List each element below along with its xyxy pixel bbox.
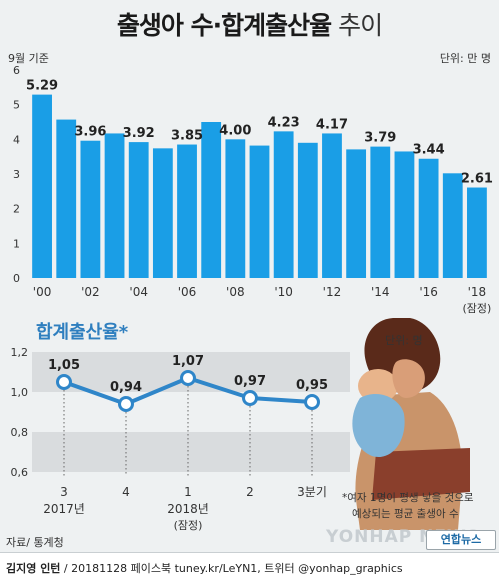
bar-data-label: 4.00 — [219, 123, 251, 138]
bar-y-tick-label: 5 — [13, 99, 20, 112]
footer-info: / 20181128 페이스북 tuney.kr/LeYN1, 트위터 @yon… — [60, 562, 403, 575]
line-y-tick-label: 0,6 — [11, 466, 29, 479]
bar — [467, 187, 487, 278]
data-point — [180, 370, 196, 386]
footer-text: 김지영 인턴 / 20181128 페이스북 tuney.kr/LeYN1, 트… — [6, 560, 403, 576]
footer: 김지영 인턴 / 20181128 페이스북 tuney.kr/LeYN1, 트… — [0, 552, 499, 581]
bar — [346, 149, 367, 278]
bar — [128, 142, 149, 278]
mother-face-shape — [392, 359, 425, 398]
bar-x-tick-sublabel: (잠정) — [463, 302, 492, 315]
bottom-unit-label: 단위: 명 — [385, 334, 423, 347]
bar-y-tick-label: 1 — [13, 237, 20, 250]
bar — [225, 139, 246, 278]
bar — [249, 145, 270, 278]
bar-data-label: 2.61 — [461, 172, 493, 187]
line-y-tick-label: 0,8 — [11, 426, 29, 439]
bar-data-label: 5.29 — [26, 79, 58, 94]
bar — [152, 148, 173, 278]
bar — [442, 173, 463, 278]
footnote-line-1: *여자 1명이 평생 낳을 것으로 — [342, 492, 474, 504]
bar-x-tick-label: '04 — [129, 285, 148, 299]
bar — [177, 144, 197, 278]
bar-x-tick-label: '06 — [178, 285, 197, 299]
fertility-rate-title: 합계출산율* — [36, 322, 129, 343]
bar — [394, 151, 415, 278]
bar-data-label: 3.44 — [413, 143, 445, 158]
data-point — [56, 374, 72, 390]
yonhap-badge: 연합뉴스 — [426, 530, 496, 550]
bar-x-tick-label: '12 — [323, 285, 342, 299]
line-data-label: 1,05 — [48, 358, 80, 373]
bar-x-tick-label: '02 — [81, 285, 100, 299]
bar — [104, 133, 125, 278]
footer-author: 김지영 인턴 — [6, 562, 61, 575]
source-label: 자료/ 통계청 — [6, 536, 64, 549]
bar — [273, 131, 294, 278]
bar-x-tick-label: '00 — [33, 285, 52, 299]
bar-y-tick-label: 2 — [13, 203, 20, 216]
line-y-tick-label: 1,0 — [11, 386, 29, 399]
chart-title: 출생아 수·합계출산율 추이 — [0, 6, 499, 42]
bar — [32, 94, 52, 278]
title-main: 출생아 수·합계출산율 — [116, 11, 332, 40]
baby-head-shape — [358, 369, 398, 403]
bar — [418, 158, 439, 278]
bar-data-label: 3.92 — [123, 126, 155, 141]
baby-clothes-shape — [352, 393, 405, 457]
bar — [201, 122, 222, 278]
bar — [56, 119, 77, 278]
line-x-tick-label: 2 — [246, 485, 254, 499]
bar-x-tick-label: '08 — [226, 285, 245, 299]
line-x-tick-extra: (잠정) — [174, 519, 203, 532]
top-unit-label: 단위: 만 명 — [439, 52, 491, 65]
mother-baby-illustration — [352, 318, 470, 530]
line-data-label: 1,07 — [172, 354, 204, 369]
bar-data-label: 4.17 — [316, 117, 348, 132]
bar — [370, 146, 391, 278]
bar-data-label: 4.23 — [268, 115, 300, 130]
data-point — [242, 390, 258, 406]
line-x-tick-label: 3 — [60, 485, 68, 499]
bar-y-tick-label: 0 — [13, 272, 20, 285]
line-data-label: 0,95 — [296, 378, 328, 393]
bar-x-tick-label: '14 — [371, 285, 390, 299]
bar-x-tick-label: '18 — [468, 285, 487, 299]
reference-note: 9월 기준 — [8, 52, 49, 65]
bar-x-tick-label: '16 — [419, 285, 438, 299]
line-y-tick-label: 1,2 — [11, 346, 29, 359]
line-data-label: 0,97 — [234, 374, 266, 389]
line-x-tick-label: 1 — [184, 485, 192, 499]
line-x-tick-year: 2018년 — [167, 502, 209, 516]
line-x-tick-label: 4 — [122, 485, 130, 499]
bar-x-tick-label: '10 — [274, 285, 293, 299]
data-point — [118, 396, 134, 412]
line-x-tick-year: 2017년 — [43, 502, 85, 516]
footnote-line-2: 예상되는 평균 출생아 수 — [352, 508, 459, 520]
line-data-label: 0,94 — [110, 380, 142, 395]
grid-band — [32, 432, 350, 472]
bar-y-tick-label: 6 — [13, 64, 20, 77]
title-sub: 추이 — [331, 11, 383, 40]
bar — [297, 142, 318, 278]
bar — [80, 140, 101, 278]
bar — [322, 133, 342, 278]
bar-data-label: 3.79 — [364, 131, 396, 146]
chart-canvas: 0 1 2 3 4 5 6 5.29 3.96 3.92 3.85 4.00 4.23 4.17 3.79 3… — [11, 64, 493, 532]
line-x-tick-label: 3분기 — [297, 485, 327, 499]
bar-data-label: 3.85 — [171, 129, 203, 144]
bar-y-tick-label: 4 — [13, 133, 20, 146]
data-point — [304, 394, 320, 410]
skirt-shape — [372, 448, 470, 500]
bar-data-label: 3.96 — [74, 125, 106, 140]
bar-y-tick-label: 3 — [13, 168, 20, 181]
